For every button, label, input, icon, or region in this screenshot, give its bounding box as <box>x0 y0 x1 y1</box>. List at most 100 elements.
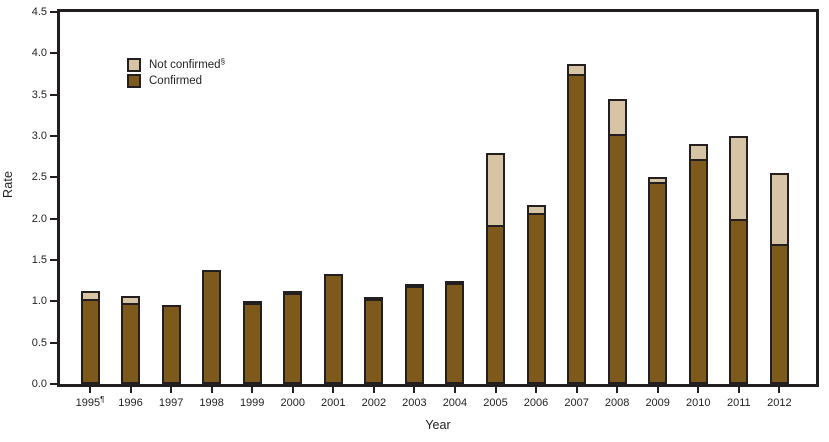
legend-swatch-confirmed <box>127 73 141 88</box>
y-tick-mark-4.5 <box>50 11 57 13</box>
x-tick-mark-1998 <box>210 387 213 393</box>
x-tick-label-2004: 2004 <box>442 397 468 409</box>
bar-1996-not-confirmed-segment <box>123 298 138 305</box>
y-tick-mark-1.0 <box>50 300 57 303</box>
x-tick-mark-2001 <box>332 387 335 393</box>
x-tick-mark-2004 <box>453 387 456 393</box>
bar-2011-confirmed-segment <box>731 221 746 382</box>
legend-label: Confirmed <box>149 74 203 87</box>
x-tick-label-1995: 1995¶ <box>75 395 105 410</box>
x-tick-label-1998: 1998 <box>199 397 224 409</box>
x-tick-mark-1996 <box>129 387 132 393</box>
bar-2003-not-confirmed-segment <box>407 286 422 288</box>
bar-2010-not-confirmed-segment <box>691 146 706 161</box>
bar-1999-not-confirmed-segment <box>245 303 260 305</box>
x-tick-mark-1999 <box>251 387 254 393</box>
y-tick-mark-0.5 <box>50 341 57 344</box>
x-tick-mark-2005 <box>494 387 497 393</box>
bar-1996-confirmed-segment <box>123 305 138 382</box>
y-tick-label-2.0: 2.0 <box>31 212 47 225</box>
y-tick-mark-3.0 <box>50 135 57 137</box>
bar-2012-confirmed-segment <box>772 246 787 382</box>
bar-2009 <box>648 177 667 384</box>
x-tick-label-1997: 1997 <box>158 397 184 409</box>
bar-2002-confirmed-segment <box>366 301 381 382</box>
bar-2001-confirmed-segment <box>326 276 341 382</box>
bar-2004 <box>445 281 464 384</box>
x-tick-mark-2011 <box>737 387 740 393</box>
bars-layer <box>60 12 816 384</box>
x-tick-label-1996: 1996 <box>118 397 143 409</box>
x-axis-title: Year <box>425 418 451 432</box>
x-tick-mark-2002 <box>372 387 375 393</box>
x-tick-label-2012: 2012 <box>767 397 792 409</box>
bar-2003 <box>405 284 424 384</box>
y-tick-label-0.0: 0.0 <box>31 378 47 390</box>
y-tick-label-4.0: 4.0 <box>31 47 47 60</box>
bar-1997 <box>162 305 181 384</box>
bar-2008-not-confirmed-segment <box>610 101 625 136</box>
legend-item-confirmed: Confirmed <box>127 73 225 88</box>
bar-1999-confirmed-segment <box>245 305 260 382</box>
x-tick-mark-2003 <box>413 387 416 393</box>
y-tick-label-3.0: 3.0 <box>31 130 47 142</box>
bar-2010 <box>689 144 708 384</box>
x-tick-mark-2006 <box>535 387 538 393</box>
x-tick-label-2007: 2007 <box>564 397 589 409</box>
bar-2006-confirmed-segment <box>529 215 544 382</box>
legend-swatch-not-confirmed <box>127 57 141 72</box>
y-tick-label-1.0: 1.0 <box>31 295 47 308</box>
bar-2000 <box>283 291 302 384</box>
bar-2004-confirmed-segment <box>447 285 462 382</box>
x-tick-label-2009: 2009 <box>645 397 670 409</box>
bar-1998-confirmed-segment <box>204 272 219 382</box>
x-tick-mark-2007 <box>575 387 578 393</box>
bar-2005-not-confirmed-segment <box>488 155 503 227</box>
bar-2004-not-confirmed-segment <box>447 283 462 285</box>
bar-2012 <box>770 173 789 384</box>
legend-item-not-confirmed: Not confirmed§ <box>127 57 225 72</box>
bar-1995-not-confirmed-segment <box>83 293 98 301</box>
x-tick-mark-2012 <box>778 387 781 393</box>
x-tick-mark-2000 <box>291 387 294 393</box>
bar-2005 <box>486 153 505 384</box>
bar-2011-not-confirmed-segment <box>731 138 746 221</box>
y-tick-label-2.5: 2.5 <box>31 171 47 184</box>
y-tick-mark-1.5 <box>50 259 57 261</box>
x-tick-mark-2008 <box>616 387 619 393</box>
legend-footnote-marker: § <box>220 56 226 66</box>
bar-2002 <box>364 297 383 384</box>
bar-2008 <box>608 99 627 384</box>
bar-2006 <box>527 205 546 384</box>
x-tick-label-2000: 2000 <box>280 397 305 409</box>
y-tick-mark-2.0 <box>50 217 57 220</box>
bar-1995-confirmed-segment <box>83 301 98 382</box>
y-tick-label-1.5: 1.5 <box>31 254 47 266</box>
bar-2005-confirmed-segment <box>488 227 503 382</box>
x-tick-label-2010: 2010 <box>686 397 711 409</box>
x-tick-label-2003: 2003 <box>402 397 427 409</box>
bar-2006-not-confirmed-segment <box>529 207 544 215</box>
bar-1997-confirmed-segment <box>164 307 179 382</box>
bar-2011 <box>729 136 748 384</box>
footnote-marker-1995: ¶ <box>100 395 105 404</box>
bar-2009-confirmed-segment <box>650 184 665 382</box>
bar-2010-confirmed-segment <box>691 161 706 382</box>
x-tick-label-2001: 2001 <box>321 397 346 409</box>
x-tick-label-1999: 1999 <box>239 397 265 409</box>
bar-1999 <box>243 301 262 384</box>
bar-2003-confirmed-segment <box>407 288 422 382</box>
x-tick-mark-2009 <box>656 387 659 393</box>
plot-area: Not confirmed§ Confirmed <box>57 9 819 387</box>
y-tick-label-3.5: 3.5 <box>31 88 47 101</box>
legend-label: Not confirmed§ <box>149 56 226 71</box>
bar-2008-confirmed-segment <box>610 136 625 382</box>
legend: Not confirmed§ Confirmed <box>127 57 225 89</box>
x-tick-mark-1997 <box>170 387 173 393</box>
y-tick-mark-2.5 <box>50 176 57 179</box>
x-tick-label-2002: 2002 <box>361 397 387 409</box>
bar-1996 <box>121 296 140 384</box>
y-tick-label-0.5: 0.5 <box>31 336 47 349</box>
x-tick-mark-2010 <box>697 387 700 393</box>
